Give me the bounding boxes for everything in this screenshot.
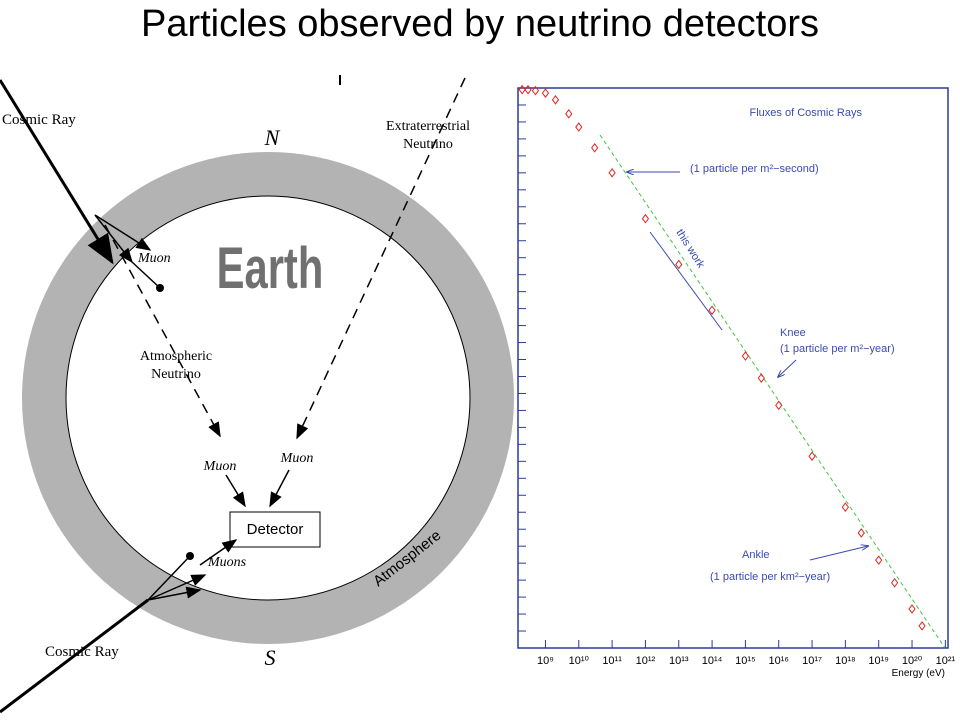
data-point	[675, 259, 683, 270]
data-point	[908, 604, 916, 614]
neutrino-path	[104, 224, 221, 438]
x-tick-label: 10¹¹	[602, 655, 622, 667]
data-point	[608, 168, 616, 178]
data-point	[551, 95, 560, 105]
annotation: Knee	[780, 327, 806, 339]
data-point	[890, 577, 899, 588]
detector-box	[229, 511, 321, 548]
muon-track	[131, 261, 161, 289]
data-point	[565, 109, 573, 119]
shower	[147, 586, 202, 601]
data-point	[531, 85, 540, 96]
x-tick-label: 10²¹	[936, 655, 956, 667]
label: Neutrino	[403, 137, 453, 152]
data-point	[708, 305, 716, 316]
x-tick-label: 10¹⁴	[702, 655, 723, 667]
annotation: (1 particle per km²−year)	[710, 571, 830, 583]
label: Muon	[203, 459, 237, 474]
x-tick-label: 10¹⁷	[802, 655, 822, 667]
cosmic-ray-path	[0, 598, 149, 714]
muon-stop	[186, 552, 194, 560]
x-tick-label: 10¹⁰	[569, 655, 590, 667]
label: N	[264, 125, 281, 150]
x-tick-label: 10¹⁸	[835, 655, 856, 667]
label: S	[265, 645, 276, 670]
data-point	[857, 528, 865, 538]
label: Muon	[137, 251, 171, 266]
neutrino-path	[296, 77, 466, 440]
x-tick-label: 10¹⁹	[868, 655, 889, 667]
data-point	[757, 373, 765, 383]
label: Cosmic Ray	[2, 112, 76, 128]
shower	[94, 214, 152, 251]
data-point	[641, 213, 650, 224]
data-point	[741, 351, 750, 361]
x-tick-label: 10¹⁶	[769, 655, 789, 667]
shower	[94, 214, 133, 264]
plot-frame	[517, 87, 949, 649]
x-tick-label: 10¹²	[636, 655, 656, 667]
muon-path	[269, 469, 290, 508]
label: Earth	[217, 235, 324, 300]
annotation: (1 particle per m²−second)	[690, 163, 819, 175]
data-point	[918, 621, 926, 631]
annotation-arrow	[809, 546, 868, 561]
x-axis-label: Energy (eV)	[892, 668, 945, 679]
data-point	[875, 555, 883, 565]
chart-title: Fluxes of Cosmic Rays	[750, 107, 863, 119]
data-point	[775, 400, 783, 411]
x-tick-label: 10¹³	[669, 655, 689, 667]
label: Neutrino	[151, 367, 201, 382]
muon-path	[199, 539, 238, 566]
earth-diagram: Cosmic Ray N Extraterrestrial Neutrino M…	[0, 75, 514, 714]
label: Muons	[207, 555, 247, 570]
data-point	[541, 88, 550, 98]
cosmic-ray-path	[0, 79, 114, 265]
data-point	[591, 142, 599, 153]
x-tick-label: 10¹⁵	[735, 655, 755, 667]
data-point	[808, 451, 816, 462]
shower	[147, 555, 191, 601]
earth-circle	[65, 195, 471, 601]
label: Cosmic Ray	[45, 644, 119, 660]
annotation-arrow	[778, 359, 797, 377]
annotation: Ankle	[742, 549, 770, 561]
label: Atmospheric	[140, 349, 212, 364]
reference-line	[599, 134, 946, 649]
data-point	[524, 84, 532, 95]
label: Muon	[280, 451, 314, 466]
shower	[147, 574, 207, 601]
data-point	[841, 502, 850, 512]
annotation: (1 particle per m²−year)	[780, 343, 895, 355]
muon-path	[225, 474, 246, 508]
x-tick-label: 10⁹	[537, 655, 554, 667]
data-point	[575, 122, 583, 132]
x-tick-label: 10²⁰	[902, 655, 923, 667]
label: Extraterrestrial	[386, 119, 470, 134]
data-point	[518, 84, 526, 95]
this-work-line	[649, 231, 723, 331]
muon-stop	[156, 284, 164, 292]
label: Detector	[247, 521, 304, 538]
slide-title: Particles observed by neutrino detectors	[141, 3, 819, 45]
